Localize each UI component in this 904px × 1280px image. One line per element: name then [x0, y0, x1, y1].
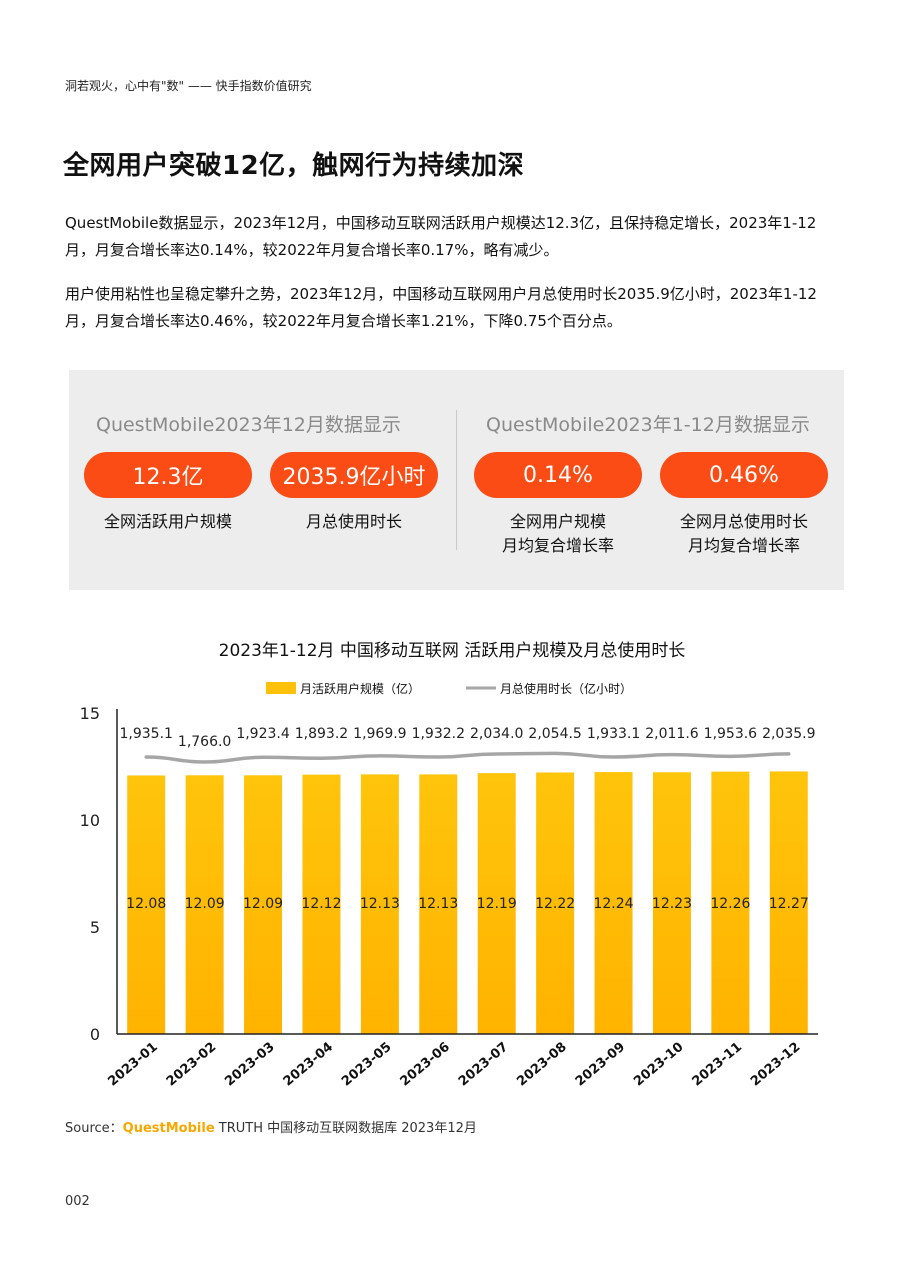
bar-value-label: 12.13 — [418, 896, 458, 912]
bar — [652, 772, 691, 1034]
y-tick-label: 5 — [90, 918, 100, 937]
bar — [769, 771, 808, 1034]
x-tick-label: 2023-01 — [105, 1040, 160, 1090]
stat-label-time-growth-line2: 月均复合增长率 — [687, 536, 800, 555]
page-title: 全网用户突破12亿，触网行为持续加深 — [63, 151, 525, 181]
running-header: 洞若观火，心中有"数" —— 快手指数价值研究 — [65, 79, 312, 93]
bar-value-label: 12.09 — [185, 896, 225, 912]
line-value-label: 1,953.6 — [704, 726, 758, 742]
line-value-label: 2,035.9 — [762, 726, 815, 742]
line-value-label: 1,935.1 — [119, 726, 172, 742]
stat-label-user-growth-line2: 月均复合增长率 — [501, 536, 614, 555]
x-tick-label: 2023-03 — [222, 1040, 277, 1090]
stat-pill-time-growth: 0.46% — [660, 452, 828, 498]
bar-value-label: 12.12 — [301, 896, 341, 912]
line-value-label: 1,766.0 — [178, 734, 231, 750]
stat-pill-usage-time: 2035.9亿小时 — [270, 452, 438, 498]
panel-heading-left: QuestMobile2023年12月数据显示 — [96, 414, 401, 436]
bar-value-label: 12.13 — [360, 896, 400, 912]
stat-label-time-growth: 全网月总使用时长 月均复合增长率 — [650, 510, 838, 558]
source-detail: TRUTH 中国移动互联网数据库 2023年12月 — [214, 1121, 477, 1136]
bar — [711, 771, 750, 1034]
line-value-label: 1,893.2 — [295, 726, 348, 742]
page-number: 002 — [65, 1194, 90, 1209]
bar — [244, 775, 283, 1034]
usage-time-line — [144, 751, 791, 764]
bar — [302, 774, 341, 1034]
stat-pill-active-users: 12.3亿 — [84, 452, 252, 498]
line-value-label: 2,054.5 — [528, 726, 581, 742]
bar — [536, 772, 575, 1034]
x-tick-label: 2023-02 — [164, 1040, 219, 1090]
x-axis: 2023-01 2023-02 2023-03 2023-04 2023-05 2023-… — [105, 1033, 818, 1090]
line-series: 1,935.1 1,766.0 1,923.4 1,893.2 1,969.9 1,932… — [119, 726, 816, 764]
x-tick-label: 2023-05 — [339, 1040, 394, 1090]
panel-divider — [456, 410, 457, 550]
legend-label-bar: 月活跃用户规模（亿） — [300, 681, 420, 696]
source-note: Source：QuestMobile TRUTH 中国移动互联网数据库 2023… — [65, 1117, 477, 1136]
stat-label-time-growth-line1: 全网月总使用时长 — [679, 512, 808, 531]
bar — [477, 773, 516, 1034]
y-tick-label: 15 — [80, 704, 100, 723]
x-tick-label: 2023-06 — [398, 1040, 453, 1090]
bar-value-label: 12.27 — [769, 896, 809, 912]
x-tick-label: 2023-11 — [690, 1040, 745, 1090]
bar-value-label: 12.22 — [535, 896, 575, 912]
source-prefix: Source： — [65, 1121, 123, 1136]
line-value-label: 1,933.1 — [587, 726, 640, 742]
stat-label-user-growth-line1: 全网用户规模 — [509, 512, 606, 531]
bar-series: 12.08 12.09 12.09 12.12 12.13 12.13 12.19 12.22… — [126, 771, 809, 1034]
bar-value-label: 12.23 — [652, 896, 692, 912]
source-brand: QuestMobile — [122, 1121, 215, 1136]
stat-label-user-growth: 全网用户规模 月均复合增长率 — [464, 510, 652, 558]
bar-value-label: 12.26 — [710, 896, 750, 912]
legend-label-line: 月总使用时长（亿小时） — [500, 681, 632, 696]
bar — [594, 772, 633, 1034]
line-value-label: 1,969.9 — [353, 726, 406, 742]
panel-heading-right: QuestMobile2023年1-12月数据显示 — [486, 414, 810, 436]
x-tick-label: 2023-04 — [281, 1040, 336, 1090]
x-tick-label: 2023-12 — [748, 1040, 803, 1090]
x-tick-label: 2023-09 — [573, 1040, 628, 1090]
y-axis: 0 5 10 15 — [80, 704, 118, 1044]
chart-title: 2023年1-12月 中国移动互联网 活跃用户规模及月总使用时长 — [218, 641, 686, 661]
bar — [360, 774, 399, 1034]
x-tick-label: 2023-07 — [456, 1040, 511, 1090]
line-value-label: 1,923.4 — [236, 726, 290, 742]
line-value-label: 1,932.2 — [412, 726, 465, 742]
bar — [127, 775, 166, 1034]
chart-legend: 月活跃用户规模（亿） 月总使用时长（亿小时） — [266, 681, 632, 696]
y-tick-label: 10 — [80, 811, 100, 830]
stat-pill-user-growth: 0.14% — [474, 452, 642, 498]
bar — [185, 775, 224, 1034]
bar-value-label: 12.24 — [593, 896, 633, 912]
bar — [419, 774, 458, 1034]
bar-value-label: 12.09 — [243, 896, 283, 912]
stat-label-active-users: 全网活跃用户规模 — [103, 512, 232, 531]
paragraph-1: QuestMobile数据显示，2023年12月，中国移动互联网活跃用户规模达1… — [65, 214, 817, 259]
stat-label-usage-time: 月总使用时长 — [305, 512, 402, 531]
paragraph-2: 用户使用粘性也呈稳定攀升之势，2023年12月，中国移动互联网用户月总使用时长2… — [65, 285, 817, 330]
x-tick-label: 2023-08 — [514, 1040, 569, 1090]
legend-swatch-bar — [266, 682, 296, 694]
x-tick-label: 2023-10 — [631, 1040, 686, 1090]
line-value-label: 2,034.0 — [470, 726, 523, 742]
line-value-label: 2,011.6 — [645, 726, 699, 742]
bar-value-label: 12.19 — [477, 896, 517, 912]
y-tick-label: 0 — [90, 1025, 100, 1044]
bar-value-label: 12.08 — [126, 896, 166, 912]
bar-line-chart: 月活跃用户规模（亿） 月总使用时长（亿小时） 0 5 10 15 12.08 12.09… — [80, 681, 818, 1090]
